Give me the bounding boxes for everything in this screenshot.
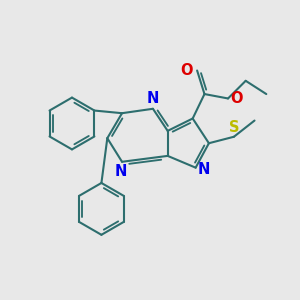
Text: N: N [114, 164, 127, 179]
Text: O: O [180, 63, 193, 78]
Text: N: N [147, 92, 159, 106]
Text: N: N [198, 162, 210, 177]
Text: S: S [229, 120, 239, 135]
Text: O: O [230, 91, 243, 106]
